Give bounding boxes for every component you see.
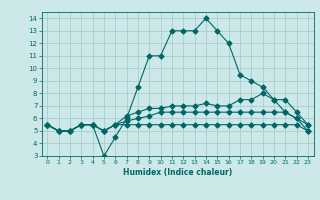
X-axis label: Humidex (Indice chaleur): Humidex (Indice chaleur) [123, 168, 232, 177]
